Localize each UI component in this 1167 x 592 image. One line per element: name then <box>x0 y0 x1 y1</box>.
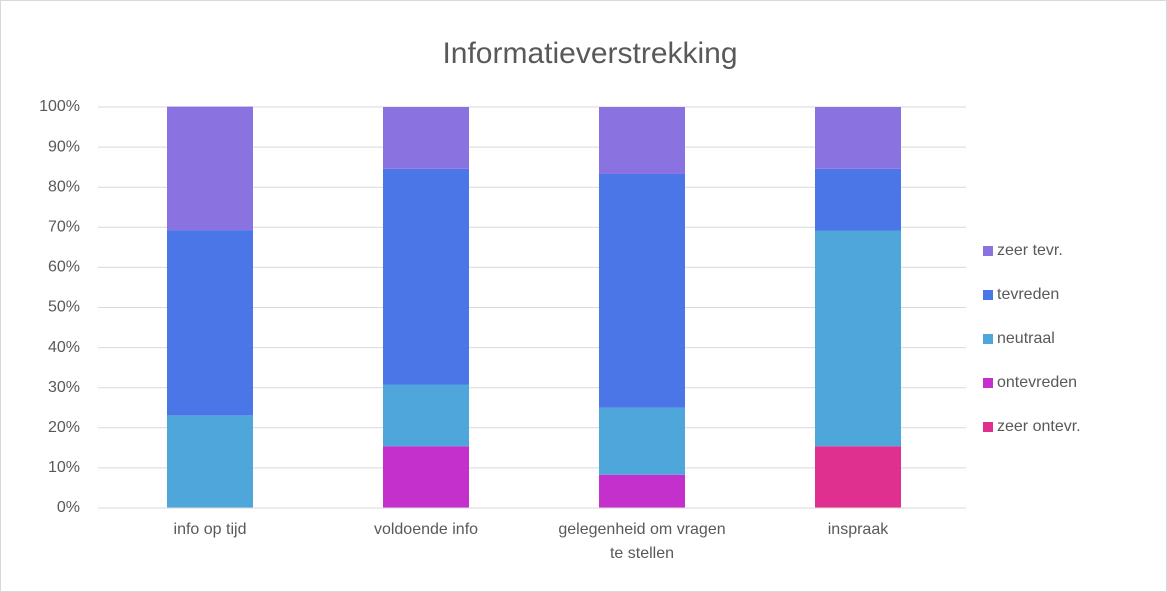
bar-segment <box>815 107 901 169</box>
legend-swatch <box>983 334 993 344</box>
bar-segment <box>167 415 253 508</box>
y-tick-label: 0% <box>57 499 80 516</box>
bar-segment <box>167 106 253 231</box>
bar-segment <box>815 168 901 231</box>
y-tick-label: 20% <box>48 419 80 436</box>
y-tick-label: 90% <box>48 138 80 155</box>
legend-label: tevreden <box>997 286 1059 303</box>
bar-segment <box>599 173 685 408</box>
x-tick-label: info op tijd <box>174 521 247 538</box>
bar-segment <box>167 230 253 416</box>
y-tick-label: 100% <box>39 98 80 115</box>
bar-segment <box>599 474 685 508</box>
bar-segment <box>599 407 685 475</box>
y-tick-label: 80% <box>48 178 80 195</box>
bar-segment <box>383 384 469 447</box>
legend-swatch <box>983 246 993 256</box>
y-tick-label: 60% <box>48 259 80 276</box>
bar-segment <box>383 107 469 169</box>
legend-label: neutraal <box>997 330 1055 347</box>
legend-swatch <box>983 422 993 432</box>
legend-label: zeer tevr. <box>997 242 1063 259</box>
legend-swatch <box>983 378 993 388</box>
legend-label: ontevreden <box>997 374 1077 391</box>
bar-segment <box>599 107 685 174</box>
y-tick-label: 50% <box>48 299 80 316</box>
x-tick-label: gelegenheid om vragen te stellen <box>558 521 725 562</box>
legend-label: zeer ontevr. <box>997 418 1081 435</box>
y-tick-label: 40% <box>48 339 80 356</box>
legend-swatch <box>983 290 993 300</box>
x-tick-label: inspraak <box>828 521 889 538</box>
bar-segment <box>383 446 469 508</box>
bar-segment <box>815 446 901 508</box>
chart-title: Informatieverstrekking <box>442 37 737 70</box>
bar-segment <box>383 168 469 385</box>
y-tick-label: 70% <box>48 219 80 236</box>
y-tick-label: 30% <box>48 379 80 396</box>
x-tick-label: voldoende info <box>374 521 478 538</box>
bar-segment <box>815 230 901 447</box>
y-tick-label: 10% <box>48 459 80 476</box>
